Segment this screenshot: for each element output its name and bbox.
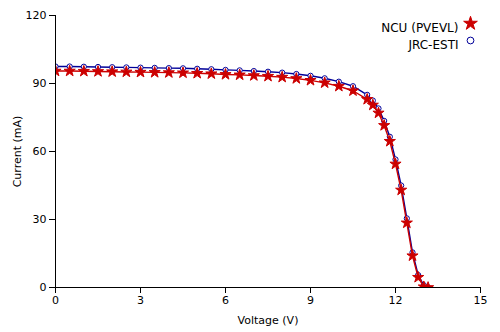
svg-text:JRC-ESTI: JRC-ESTI — [407, 38, 458, 52]
svg-text:0: 0 — [40, 281, 47, 294]
svg-text:12: 12 — [389, 294, 403, 307]
svg-text:30: 30 — [33, 213, 47, 226]
svg-text:120: 120 — [26, 9, 47, 22]
svg-text:NCU (PVEVL): NCU (PVEVL) — [381, 21, 458, 35]
svg-text:90: 90 — [33, 77, 47, 90]
svg-text:3: 3 — [137, 294, 144, 307]
svg-text:9: 9 — [307, 294, 314, 307]
svg-text:6: 6 — [222, 294, 229, 307]
svg-text:Voltage (V): Voltage (V) — [238, 314, 299, 327]
svg-text:60: 60 — [33, 145, 47, 158]
svg-text:Current (mA): Current (mA) — [11, 116, 24, 188]
svg-text:0: 0 — [52, 294, 59, 307]
svg-text:15: 15 — [474, 294, 488, 307]
